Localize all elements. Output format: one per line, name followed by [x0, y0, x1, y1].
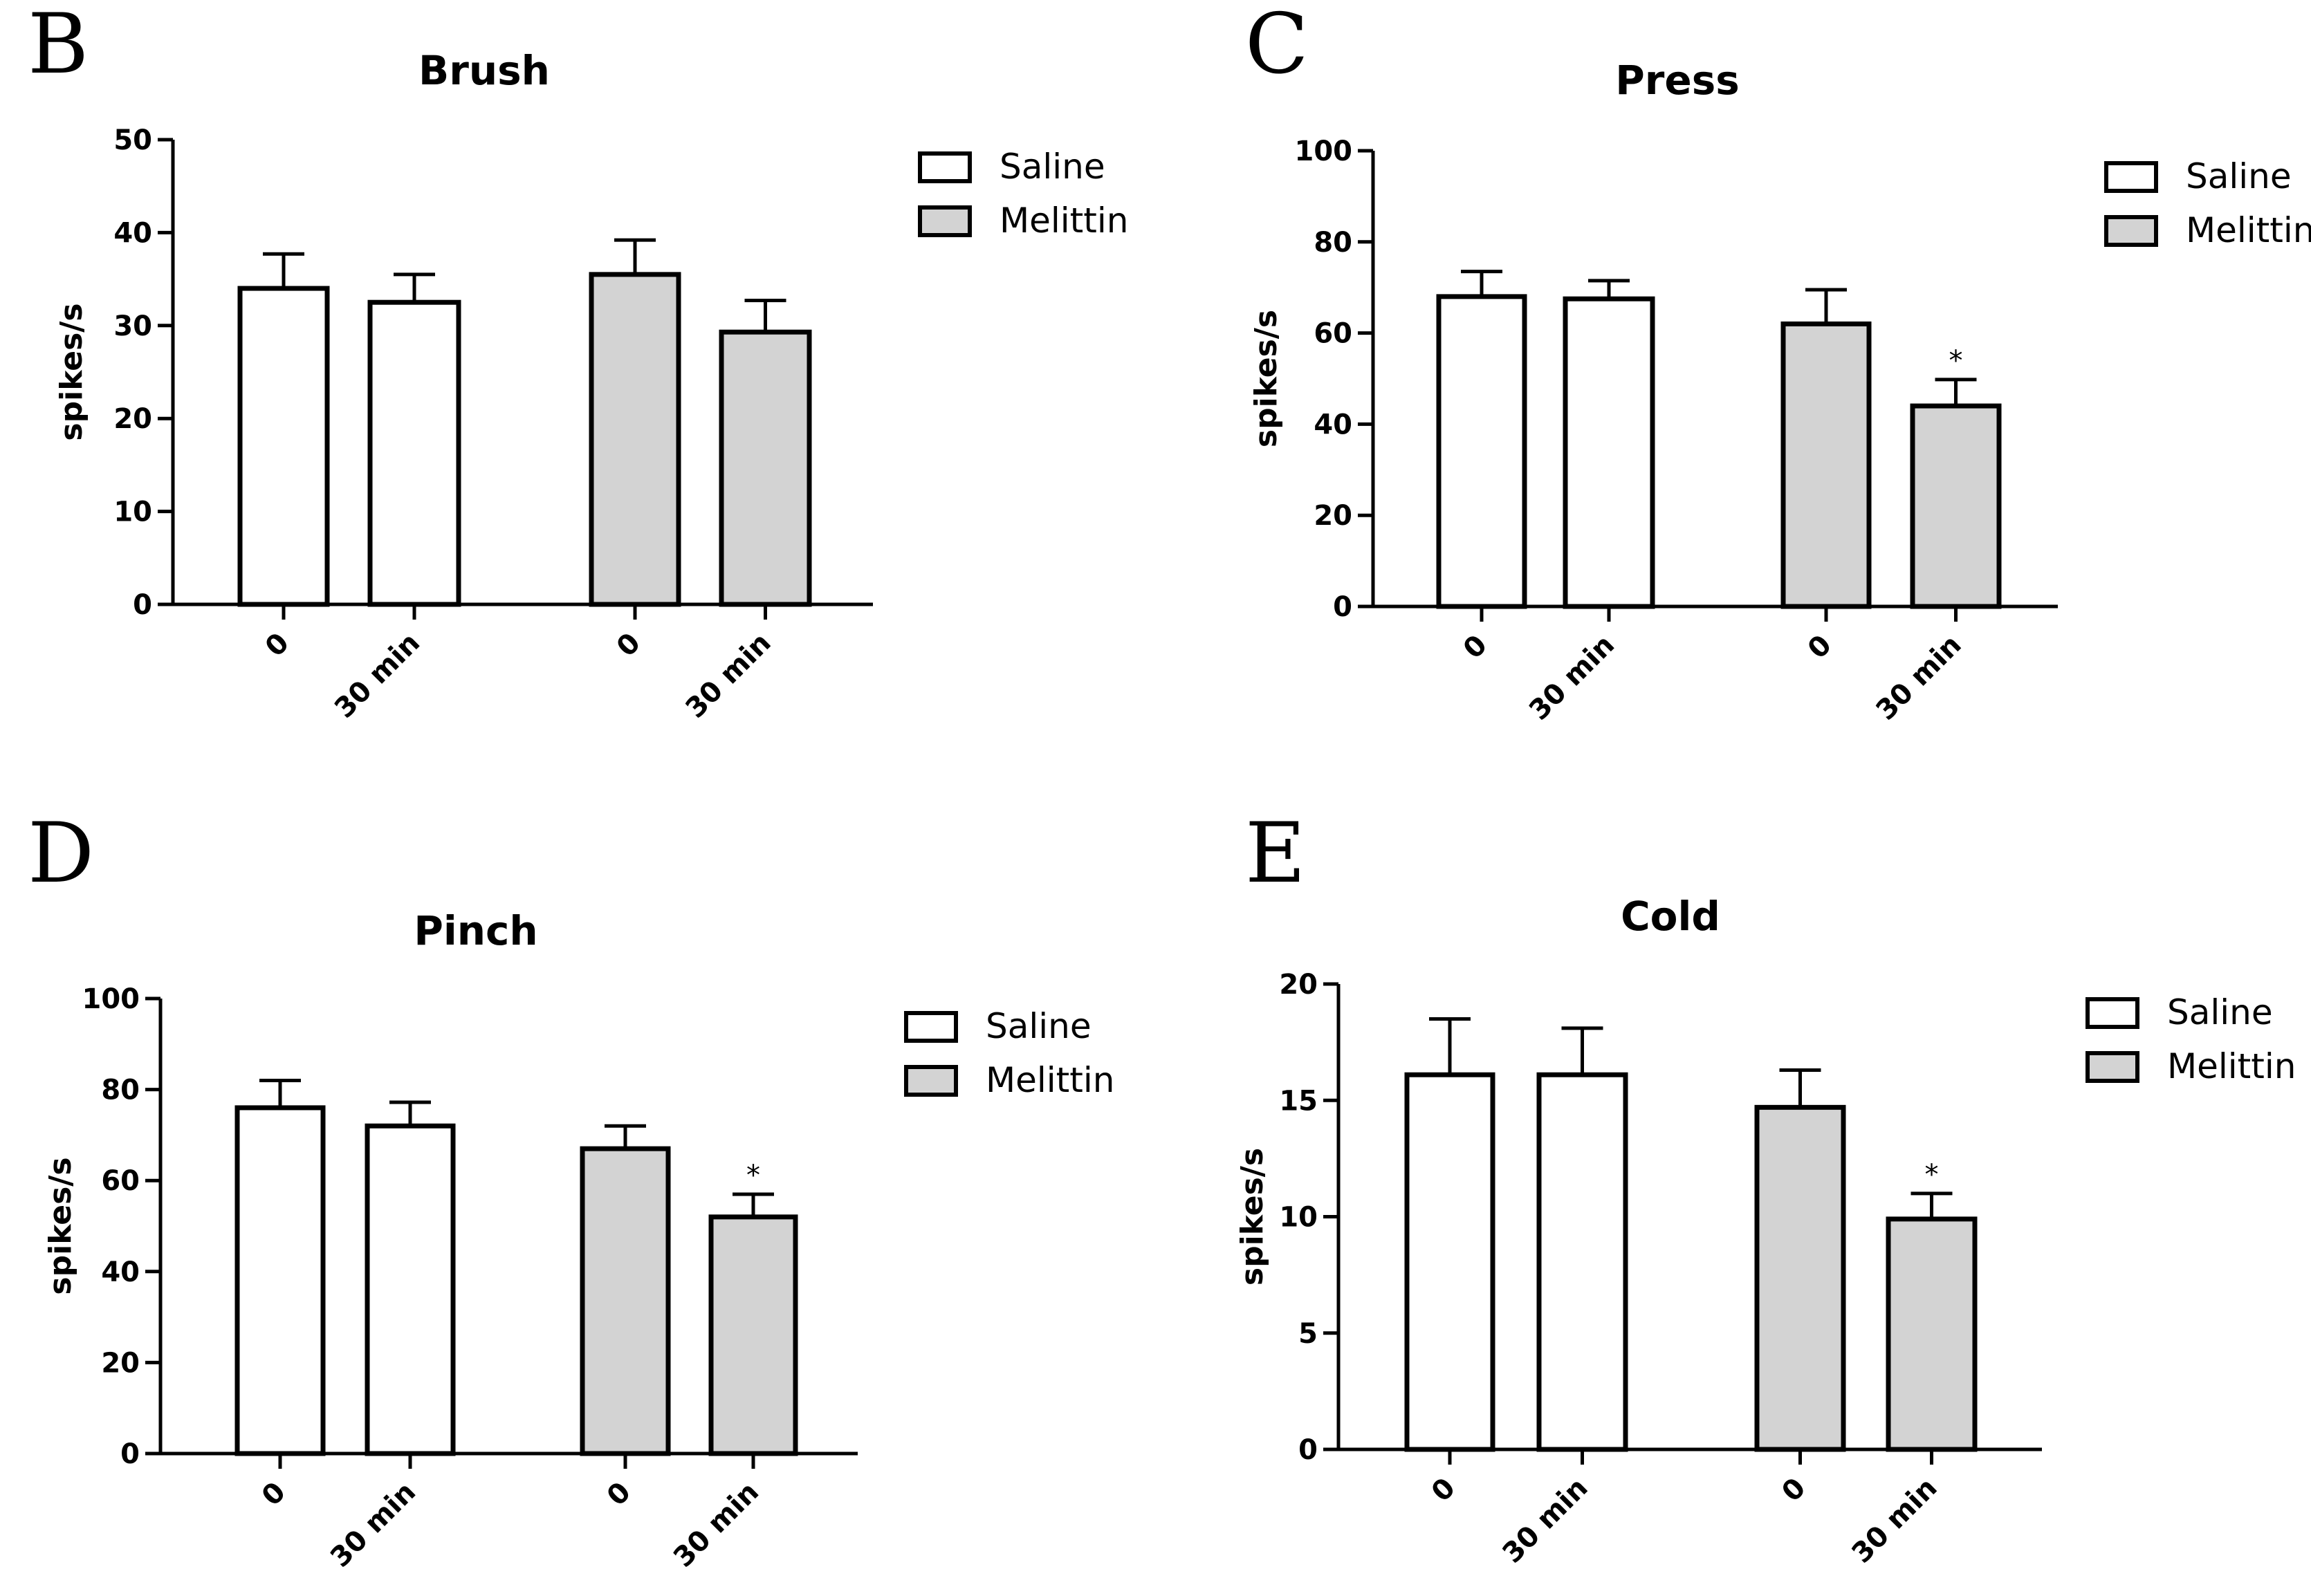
y-tick-label: 40: [101, 1256, 140, 1288]
bar-melittin: [589, 272, 681, 607]
y-tick-label: 20: [1314, 500, 1352, 532]
legend-label-melittin: Melittin: [2186, 210, 2311, 250]
significance-marker: *: [1949, 345, 1963, 377]
bar-saline: [1536, 1072, 1628, 1452]
chart-panel-e: E Cold spikes/s 0 5 10 15 20 0 30 min 0 30 min * Sali…: [1235, 806, 2296, 1570]
x-category-label: 0: [259, 627, 295, 663]
chart-title: Pinch: [414, 907, 537, 954]
bar-melittin: [1754, 1104, 1846, 1452]
legend-label-saline: Saline: [986, 1006, 1092, 1046]
legend-swatch-melittin: [904, 1065, 958, 1097]
x-category-label: 30 min: [680, 627, 777, 725]
panel-letter: E: [1245, 806, 1306, 902]
y-tick-label: 80: [1314, 227, 1352, 259]
y-tick-label: 0: [133, 589, 152, 621]
y-tick-label: 10: [113, 497, 152, 528]
y-tick-label: 50: [113, 124, 152, 156]
legend-swatch-melittin: [918, 205, 972, 237]
chart-panel-b: B Brush spikes/s 0 10 20 30 40 50 0 30 min 0 30 min S…: [28, 0, 1128, 725]
bar-melittin: [719, 329, 812, 607]
y-tick-label: 40: [113, 217, 152, 249]
legend-swatch-saline: [918, 151, 972, 183]
bar-saline: [367, 299, 461, 607]
legend-swatch-saline: [2086, 997, 2139, 1029]
chart-title: Cold: [1621, 893, 1720, 940]
significance-marker: *: [1925, 1159, 1939, 1191]
legend-label-saline: Saline: [2186, 156, 2292, 196]
x-category-label: 30 min: [1870, 629, 1968, 727]
y-tick-label: 0: [1298, 1434, 1318, 1466]
y-tick-label: 60: [1314, 318, 1352, 350]
y-axis-label: spikes/s: [43, 1157, 78, 1295]
x-category-label: 30 min: [329, 627, 426, 725]
y-axis-label: spikes/s: [1249, 310, 1284, 447]
significance-marker: *: [746, 1160, 760, 1191]
chart-panel-c: C Press spikes/s 0 20 40 60 80 100 0 30 min 0 30 min…: [1245, 0, 2311, 727]
chart-panel-d: D Pinch spikes/s 0 20 40 60 80 100 0 30 min 0 30 min…: [28, 806, 1114, 1574]
legend-label-saline: Saline: [1000, 147, 1105, 187]
chart-title: Press: [1615, 57, 1740, 104]
y-tick-label: 15: [1279, 1085, 1318, 1117]
y-tick-label: 10: [1279, 1202, 1318, 1234]
y-tick-label: 5: [1298, 1318, 1318, 1350]
panel-letter: C: [1245, 0, 1309, 93]
bar-saline: [1404, 1072, 1495, 1452]
y-axis-label: spikes/s: [54, 303, 89, 440]
x-category-label: 0: [1802, 629, 1838, 665]
bar-saline: [237, 286, 330, 607]
x-category-label: 30 min: [1523, 629, 1621, 727]
y-tick-label: 100: [82, 983, 140, 1015]
legend-swatch-saline: [904, 1011, 958, 1043]
legend-label-melittin: Melittin: [1000, 201, 1128, 241]
legend-swatch-saline: [2104, 161, 2158, 193]
bar-saline: [1563, 296, 1655, 609]
legend-swatch-melittin: [2086, 1051, 2139, 1083]
x-category-label: 0: [1776, 1472, 1812, 1508]
y-tick-label: 0: [120, 1438, 140, 1470]
x-category-label: 30 min: [1497, 1472, 1594, 1570]
panel-letter: B: [28, 0, 89, 93]
y-tick-label: 30: [113, 310, 152, 342]
y-tick-label: 40: [1314, 409, 1352, 440]
y-tick-label: 0: [1333, 591, 1352, 623]
bar-saline: [234, 1105, 326, 1456]
legend-label-saline: Saline: [2167, 992, 2273, 1032]
bar-melittin: [1780, 321, 1872, 609]
bar-melittin: [1910, 403, 2002, 609]
x-category-label: 0: [1426, 1472, 1462, 1508]
x-category-label: 30 min: [667, 1476, 765, 1574]
x-category-label: 0: [256, 1476, 292, 1512]
chart-title: Brush: [418, 47, 550, 94]
y-tick-label: 20: [101, 1347, 140, 1379]
legend-label-melittin: Melittin: [986, 1060, 1114, 1100]
x-category-label: 0: [1457, 629, 1493, 665]
y-tick-label: 80: [101, 1075, 140, 1106]
y-axis-label: spikes/s: [1235, 1148, 1270, 1286]
x-category-label: 0: [611, 627, 647, 663]
y-tick-label: 20: [113, 403, 152, 435]
bar-melittin: [1886, 1216, 1978, 1452]
y-tick-label: 60: [101, 1165, 140, 1197]
x-category-label: 0: [601, 1476, 637, 1512]
legend-swatch-melittin: [2104, 215, 2158, 247]
bar-melittin: [708, 1214, 798, 1456]
bar-saline: [365, 1123, 456, 1456]
y-tick-label: 100: [1295, 136, 1353, 167]
y-tick-label: 20: [1279, 969, 1318, 1001]
bar-melittin: [580, 1146, 671, 1456]
legend-label-melittin: Melittin: [2167, 1046, 2296, 1086]
x-category-label: 30 min: [324, 1476, 422, 1574]
bar-saline: [1436, 294, 1527, 609]
x-category-label: 30 min: [1846, 1472, 1944, 1570]
panel-letter: D: [28, 806, 94, 902]
